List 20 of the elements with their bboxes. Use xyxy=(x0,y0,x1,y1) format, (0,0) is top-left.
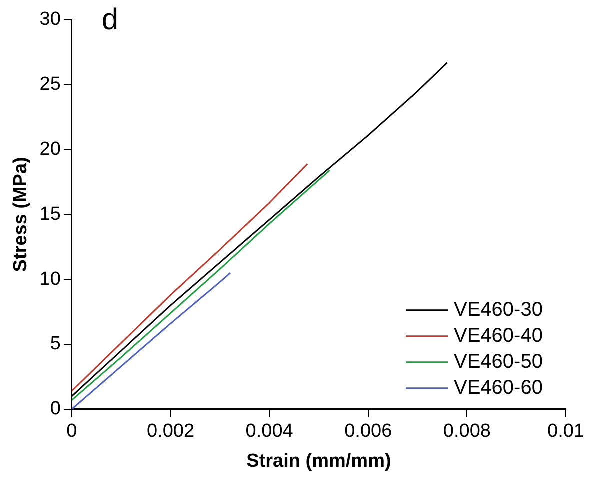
x-tick-label: 0.008 xyxy=(443,421,491,442)
chart-title: d xyxy=(102,3,119,36)
y-tick-label: 25 xyxy=(40,74,61,96)
y-tick-label: 5 xyxy=(50,334,61,355)
y-tick-label: 0 xyxy=(50,398,61,420)
x-tick-label: 0.006 xyxy=(344,421,392,442)
legend-label: VE460-50 xyxy=(454,350,543,373)
x-axis-title: Strain (mm/mm) xyxy=(246,450,392,472)
x-tick-label: 0.002 xyxy=(146,421,195,442)
legend-label: VE460-40 xyxy=(454,324,543,347)
legend-label: VE460-60 xyxy=(454,376,543,399)
y-tick-label: 20 xyxy=(40,139,61,160)
y-tick-label: 15 xyxy=(40,204,61,225)
x-tick-label: 0.004 xyxy=(246,421,294,442)
y-axis-title: Stress (MPa) xyxy=(10,157,32,272)
x-tick-label: 0 xyxy=(66,421,78,442)
x-tick-label: 0.01 xyxy=(548,421,584,442)
legend-label: VE460-30 xyxy=(454,298,543,321)
y-tick-label: 30 xyxy=(40,9,61,30)
y-tick-label: 10 xyxy=(40,268,61,290)
